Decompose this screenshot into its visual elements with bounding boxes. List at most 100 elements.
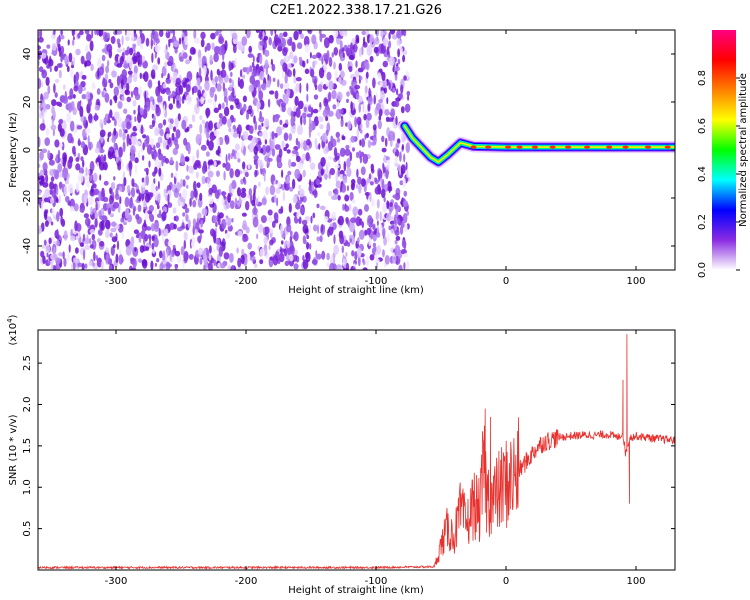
heatmap-noise-cell xyxy=(234,143,240,151)
heatmap-noise-cell xyxy=(64,55,70,65)
heatmap-noise-cell xyxy=(162,250,166,262)
heatmap-noise-cell xyxy=(73,203,79,212)
colorbar-label: Normalized spectral amplitude xyxy=(738,73,749,227)
heatmap-noise-cell xyxy=(323,173,329,180)
heatmap-noise-cell xyxy=(111,236,118,243)
heatmap-noise-cell xyxy=(396,30,402,39)
heatmap-noise-cell xyxy=(149,192,154,198)
heatmap-noise-cell xyxy=(359,139,362,146)
heatmap-noise-cell xyxy=(324,98,329,104)
heatmap-noise-cell xyxy=(386,46,390,56)
heatmap-noise-cell xyxy=(311,259,318,265)
heatmap-noise-cell xyxy=(340,118,344,128)
heatmap-noise-cell xyxy=(96,58,102,69)
heatmap-noise-cell xyxy=(50,124,57,131)
heatmap-noise-cell xyxy=(323,60,326,71)
heatmap-noise-cell xyxy=(286,89,290,98)
heatmap-noise-cell xyxy=(189,55,192,61)
heatmap-noise-cell xyxy=(67,159,73,169)
heatmap-noise-cell xyxy=(105,247,109,253)
heatmap-noise-cell xyxy=(352,266,356,270)
heatmap-noise-cell xyxy=(201,164,207,174)
heatmap-noise-cell xyxy=(342,203,345,211)
heatmap-noise-cell xyxy=(247,53,254,58)
heatmap-noise-cell xyxy=(41,244,46,249)
heatmap-noise-cell xyxy=(198,229,204,234)
heatmap-noise-cell xyxy=(290,110,294,119)
heatmap-x-axis-label: Height of straight line (km) xyxy=(288,285,424,296)
heatmap-noise-cell xyxy=(74,220,78,232)
heatmap-noise-cell xyxy=(278,148,283,158)
heatmap-noise-cell xyxy=(165,194,168,202)
heatmap-noise-cell xyxy=(197,236,200,243)
heatmap-noise-cell xyxy=(293,30,299,41)
heatmap-noise-cell xyxy=(312,108,319,114)
heatmap-noise-cell xyxy=(401,144,404,151)
heatmap-noise-cell xyxy=(148,79,153,89)
heatmap-noise-cell xyxy=(157,84,163,91)
heatmap-noise-cell xyxy=(395,143,399,149)
heatmap-noise-cell xyxy=(364,134,367,140)
heatmap-noise-cell xyxy=(166,133,170,140)
heatmap-noise-cell xyxy=(172,41,179,47)
heatmap-noise-cell xyxy=(145,37,150,47)
heatmap-noise-cell xyxy=(373,94,377,105)
heatmap-noise-cell xyxy=(110,36,116,44)
heatmap-noise-cell xyxy=(282,69,285,79)
heatmap-noise-cell xyxy=(293,75,297,84)
heatmap-noise-cell xyxy=(313,188,317,199)
heatmap-noise-cell xyxy=(387,185,393,192)
heatmap-noise-cell xyxy=(109,82,114,89)
heatmap-noise-cell xyxy=(53,30,56,35)
heatmap-noise-cell xyxy=(169,118,174,125)
heatmap-noise-cell xyxy=(98,190,102,202)
heatmap-noise-cell xyxy=(367,215,373,224)
heatmap-noise-cell xyxy=(228,60,232,72)
heatmap-noise-cell xyxy=(336,91,343,102)
heatmap-noise-cell xyxy=(129,154,136,162)
heatmap-noise-cell xyxy=(83,213,89,219)
heatmap-noise-cell xyxy=(267,98,271,108)
heatmap-noise-cell xyxy=(378,108,383,117)
heatmap-noise-cell xyxy=(121,162,125,168)
heatmap-noise-cell xyxy=(92,172,98,182)
heatmap-noise-cell xyxy=(243,235,249,242)
heatmap-noise-cell xyxy=(288,254,294,262)
heatmap-noise-cell xyxy=(89,229,95,234)
heatmap-noise-cell xyxy=(405,70,410,79)
heatmap-noise-cell xyxy=(309,51,312,59)
heatmap-noise-cell xyxy=(48,237,52,245)
heatmap-noise-cell xyxy=(56,211,60,222)
heatmap-noise-cell xyxy=(193,188,198,198)
heatmap-noise-cell xyxy=(125,36,130,42)
heatmap-noise-cell xyxy=(290,116,295,127)
heatmap-noise-cell xyxy=(295,83,300,92)
heatmap-noise-cell xyxy=(272,77,276,83)
heatmap-noise-cell xyxy=(350,101,353,111)
heatmap-noise-cell xyxy=(152,98,155,106)
heatmap-noise-cell xyxy=(316,203,320,209)
heatmap-noise-cell xyxy=(124,196,130,208)
heatmap-noise-cell xyxy=(381,147,387,153)
heatmap-noise-cell xyxy=(55,198,59,204)
heatmap-noise-cell xyxy=(144,104,147,110)
heatmap-noise-cell xyxy=(354,43,357,54)
heatmap-noise-cell xyxy=(196,149,200,159)
heatmap-noise-cell xyxy=(118,128,123,138)
heatmap-noise-cell xyxy=(85,217,91,227)
heatmap-noise-cell xyxy=(258,161,264,169)
heatmap-noise-cell xyxy=(261,122,264,127)
heatmap-noise-cell xyxy=(192,225,195,236)
heatmap-noise-cell xyxy=(229,104,234,110)
heatmap-hotspot xyxy=(606,145,613,149)
heatmap-noise-cell xyxy=(196,182,201,189)
heatmap-noise-cell xyxy=(318,106,321,113)
heatmap-noise-cell xyxy=(283,31,288,38)
heatmap-noise-cell xyxy=(357,237,360,245)
heatmap-noise-cell xyxy=(201,55,207,66)
heatmap-noise-cell xyxy=(215,149,220,156)
heatmap-noise-cell xyxy=(158,30,164,37)
heatmap-noise-cell xyxy=(302,60,306,68)
heatmap-noise-cell xyxy=(218,46,224,56)
heatmap-noise-cell xyxy=(113,201,119,209)
